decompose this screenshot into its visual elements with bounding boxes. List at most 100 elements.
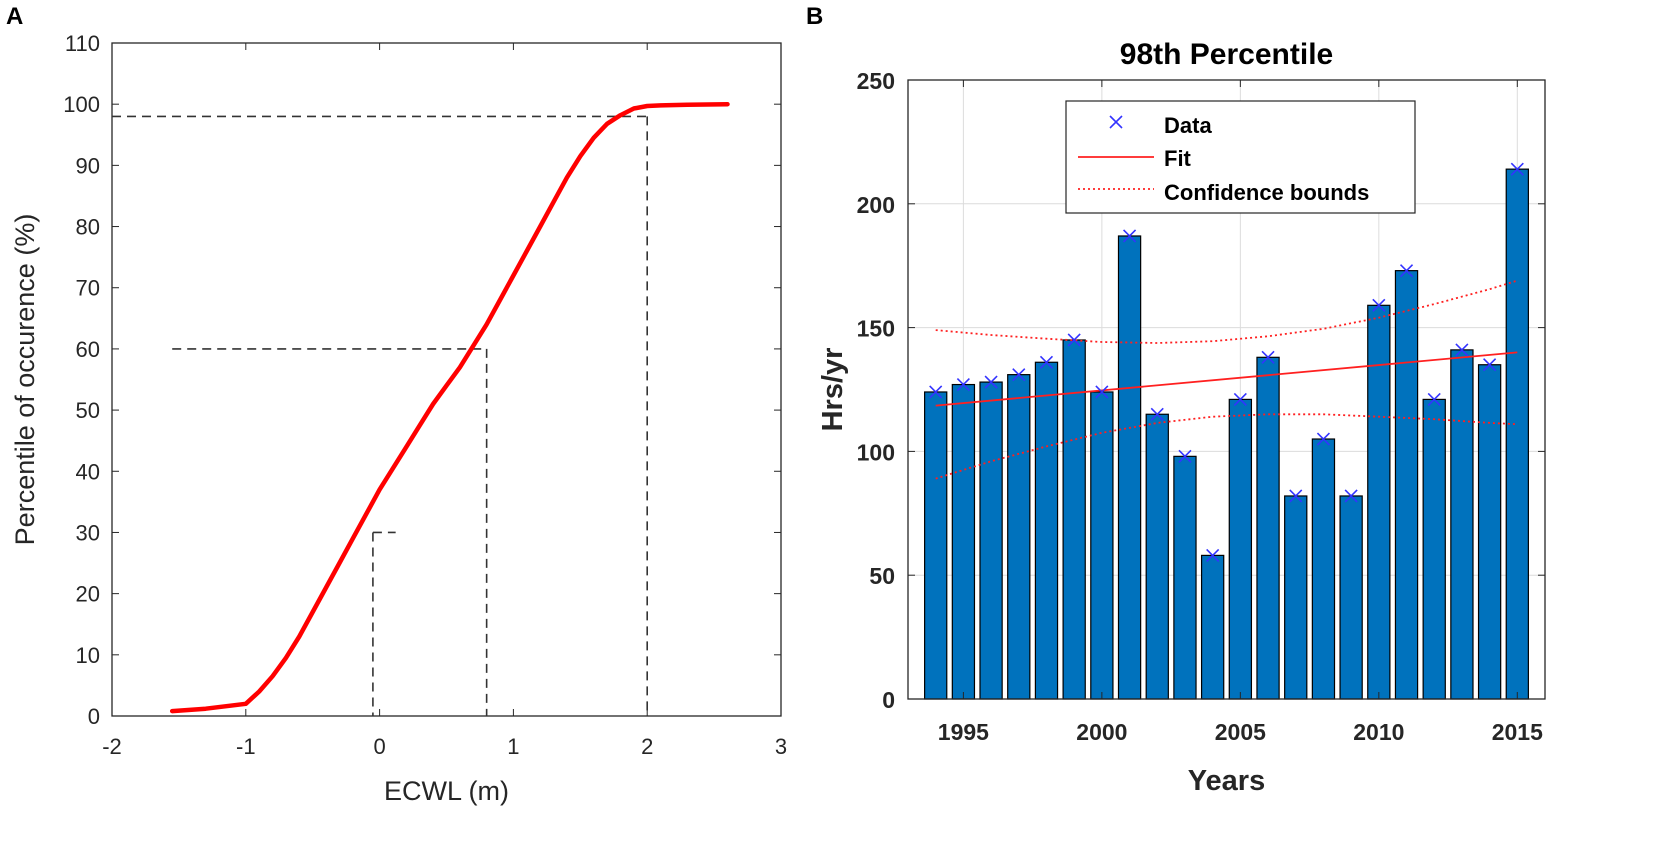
panel-b-data-marker	[1289, 489, 1303, 503]
panel-b-bar	[1505, 168, 1529, 700]
panel-a-ylabel: Percentile of occurence (%)	[10, 214, 40, 546]
panel-b-ytick-label: 50	[869, 563, 895, 589]
panel-b-bar	[1477, 364, 1502, 700]
panel-a-ytick-label: 90	[76, 153, 100, 178]
panel-b-data-marker	[1012, 368, 1026, 382]
panel-b-fit-line	[935, 351, 1518, 407]
data-marker-stroke	[929, 385, 943, 399]
panel-a-xtick-label: -1	[236, 734, 256, 759]
panel-b-data-marker	[1150, 407, 1164, 421]
panel-a-ytick-label: 50	[76, 398, 100, 423]
panel-b-data-marker	[1067, 333, 1081, 347]
data-marker-stroke	[1316, 432, 1331, 446]
panel-b-data-marker	[1206, 548, 1220, 562]
panel-b-bar	[1256, 356, 1280, 700]
panel-a-ytick-label: 110	[65, 31, 100, 56]
panel-a-xtick-label: 3	[775, 734, 787, 759]
panel-a-ytick-label: 70	[76, 276, 100, 301]
panel-a-ytick-label: 100	[63, 92, 100, 117]
panel-b-data-marker	[956, 377, 970, 392]
panel-b-ytick-label: 200	[857, 192, 895, 218]
panel-b-bar	[1173, 455, 1197, 700]
panel-b-data-marker	[1095, 385, 1109, 399]
panel-a-ytick-label: 60	[76, 337, 100, 362]
panel-b-bar	[1450, 349, 1474, 700]
panel-a-ytick-label: 30	[76, 520, 100, 545]
panel-a-axes: 0 10 20 30 40 50 60 70 80 90 100 110 -2 -1 0 1 2 3 ECWL (m…	[10, 31, 787, 806]
legend-data-marker	[1109, 115, 1123, 129]
panel-a-ytick-label: 40	[76, 459, 100, 484]
panel-b-bar	[924, 391, 948, 700]
data-marker-stroke	[1483, 358, 1497, 372]
panel-b-data-marker	[1039, 355, 1054, 369]
panel-b-xtick-label: 2000	[1076, 719, 1127, 745]
panel-b-legend: Data Fit Confidence bounds	[1065, 100, 1416, 214]
data-marker-stroke	[1233, 392, 1247, 406]
panel-b-data-marker	[1455, 343, 1469, 357]
panel-b-data-marker	[1178, 449, 1192, 463]
panel-a-ytick-label: 0	[88, 704, 100, 729]
panel-b-bar	[1394, 270, 1419, 700]
data-marker-stroke	[1150, 407, 1164, 421]
panel-b-bar	[1007, 374, 1031, 700]
panel-b-bar	[1422, 398, 1446, 700]
panel-b-confidence-lower	[935, 413, 1518, 480]
data-marker-stroke	[1012, 368, 1026, 382]
panel-b-data-marker	[1510, 162, 1524, 176]
panel-b-bar	[1117, 235, 1142, 700]
panel-b-bar	[1034, 361, 1059, 700]
panel-b-data-marker	[1122, 229, 1137, 243]
panel-b-bar	[1284, 495, 1308, 700]
panel-b-bar	[1200, 554, 1225, 700]
panel-b-data-marker	[1344, 489, 1358, 503]
panel-b-xtick-label: 2010	[1353, 719, 1404, 745]
panel-b-bar	[1311, 438, 1336, 700]
panel-b-bar	[1145, 413, 1169, 700]
data-marker-stroke	[1261, 350, 1275, 364]
panel-a-ytick-label: 80	[76, 215, 100, 240]
panel-b-xlabel: Years	[1188, 765, 1265, 797]
data-marker-stroke	[984, 375, 998, 389]
panel-b-xtick-label: 1995	[938, 719, 989, 745]
data-marker-stroke	[1427, 392, 1441, 406]
panel-b-data-marker	[1233, 392, 1247, 406]
panel-b-ytick-label: 150	[857, 316, 895, 342]
data-marker-stroke	[1067, 333, 1081, 347]
panel-b-ytick-label: 100	[857, 439, 895, 465]
panel-b-data-marker	[1372, 298, 1386, 312]
data-marker-stroke	[1122, 229, 1137, 243]
panel-b-bar	[1339, 495, 1363, 700]
legend-entry-label: Fit	[1164, 146, 1192, 171]
panel-b-data-marker	[1399, 264, 1414, 278]
data-marker-stroke	[1178, 449, 1192, 463]
data-marker-stroke	[1109, 115, 1123, 129]
data-marker-stroke	[1455, 343, 1469, 357]
panel-a-frame	[111, 42, 782, 717]
data-marker-stroke	[1344, 489, 1358, 503]
panel-label-a: A	[6, 3, 23, 30]
data-marker-stroke	[1372, 298, 1386, 312]
panel-b-data-marker	[1316, 432, 1331, 446]
panel-b-data-marker	[984, 375, 998, 389]
panel-a-xtick-label: -2	[102, 734, 122, 759]
panel-b-bar	[1090, 391, 1114, 700]
data-marker-stroke	[1039, 355, 1054, 369]
panel-b-bar	[951, 383, 976, 700]
panel-b-ytick-label: 250	[857, 68, 895, 94]
panel-b-xtick-label: 2015	[1492, 719, 1543, 745]
panel-b-bar	[1228, 398, 1253, 700]
data-marker-stroke	[1289, 489, 1303, 503]
panel-b-data-marker	[929, 385, 943, 399]
data-marker-stroke	[1206, 548, 1220, 562]
data-marker-stroke	[1510, 162, 1524, 176]
panel-a-xlabel: ECWL (m)	[384, 776, 509, 806]
panel-a-ytick-label: 20	[76, 582, 100, 607]
panel-b-bar	[979, 381, 1003, 700]
panel-a-xtick-label: 0	[373, 734, 385, 759]
panel-b-confidence-upper	[935, 279, 1518, 344]
data-marker-stroke	[1399, 264, 1414, 278]
panel-a-ytick-label: 10	[76, 643, 100, 668]
panel-label-b: B	[806, 3, 823, 30]
panel-b-data-marker	[1261, 350, 1275, 364]
